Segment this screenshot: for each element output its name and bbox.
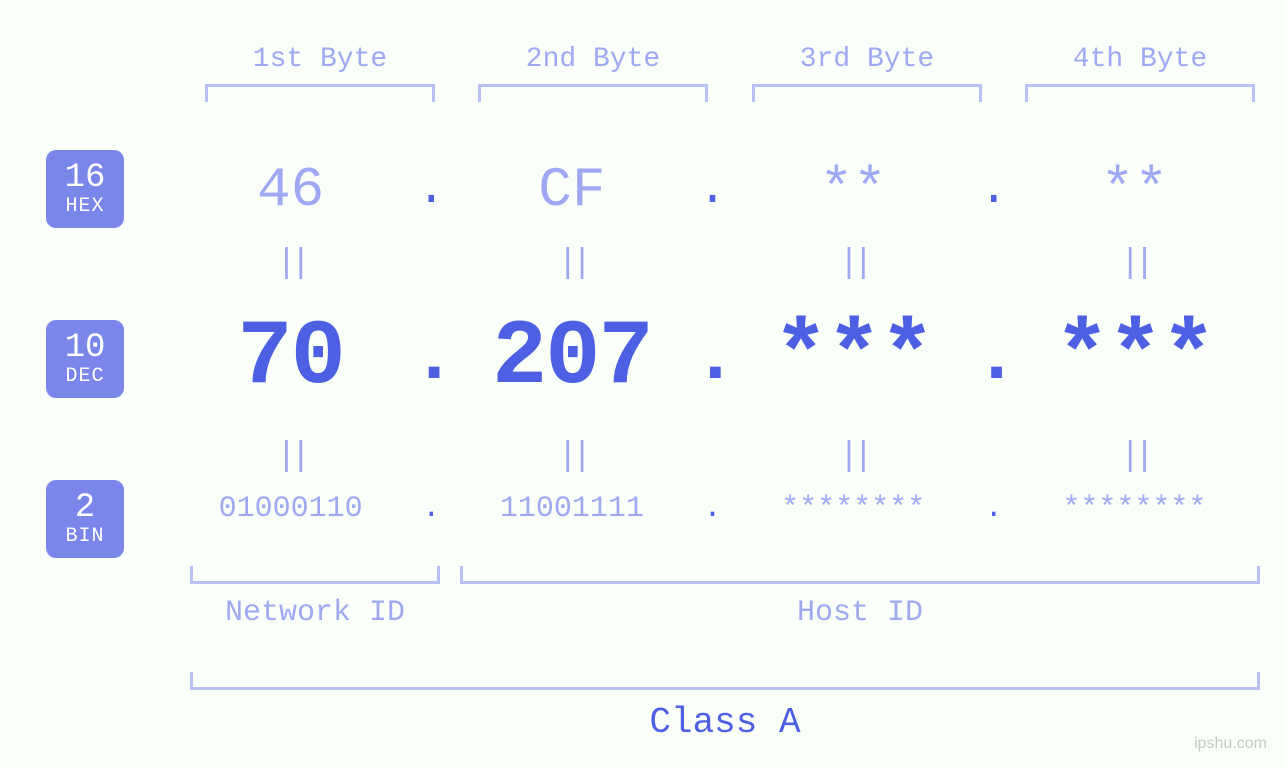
hex-dot-1: . xyxy=(411,163,451,217)
equals-icon: || xyxy=(451,245,692,283)
hex-byte-3: ** xyxy=(733,158,974,222)
bin-dot-3: . xyxy=(974,492,1014,526)
row-hex: 46 . CF . ** . ** xyxy=(170,158,1255,222)
dec-byte-3: *** xyxy=(733,305,974,410)
label-network: Network ID xyxy=(190,596,440,630)
label-class: Class A xyxy=(190,702,1260,743)
bin-byte-2: 11001111 xyxy=(451,492,692,526)
equals-row-2: || || || || xyxy=(170,438,1255,476)
badge-bin-tag: BIN xyxy=(65,526,104,547)
badge-hex-num: 16 xyxy=(65,161,106,197)
equals-icon: || xyxy=(170,438,411,476)
hex-dot-2: . xyxy=(693,163,733,217)
equals-icon: || xyxy=(1014,245,1255,283)
equals-row-1: || || || || xyxy=(170,245,1255,283)
row-bin: 01000110 . 11001111 . ******** . *******… xyxy=(170,492,1255,526)
equals-icon: || xyxy=(733,245,974,283)
hex-byte-2: CF xyxy=(451,158,692,222)
equals-icon: || xyxy=(451,438,692,476)
badge-hex: 16 HEX xyxy=(46,150,124,228)
byte-header-4: 4th Byte xyxy=(1010,44,1270,75)
bracket-class xyxy=(190,672,1260,690)
hex-dot-3: . xyxy=(974,163,1014,217)
badge-bin-num: 2 xyxy=(75,491,95,527)
badge-bin: 2 BIN xyxy=(46,480,124,558)
bin-dot-1: . xyxy=(411,492,451,526)
bracket-byte-4 xyxy=(1025,84,1255,102)
bin-byte-1: 01000110 xyxy=(170,492,411,526)
dec-byte-2: 207 xyxy=(451,305,692,410)
dec-byte-1: 70 xyxy=(170,305,411,410)
equals-icon: || xyxy=(1014,438,1255,476)
dec-byte-4: *** xyxy=(1014,305,1255,410)
dec-dot-3: . xyxy=(974,315,1014,401)
bracket-byte-2 xyxy=(478,84,708,102)
badge-hex-tag: HEX xyxy=(65,196,104,217)
equals-icon: || xyxy=(170,245,411,283)
dec-dot-2: . xyxy=(693,315,733,401)
byte-header-3: 3rd Byte xyxy=(737,44,997,75)
badge-dec: 10 DEC xyxy=(46,320,124,398)
bracket-byte-3 xyxy=(752,84,982,102)
badge-dec-num: 10 xyxy=(65,331,106,367)
byte-header-1: 1st Byte xyxy=(190,44,450,75)
byte-header-2: 2nd Byte xyxy=(463,44,723,75)
bin-dot-2: . xyxy=(693,492,733,526)
ip-diagram: 1st Byte 2nd Byte 3rd Byte 4th Byte 16 H… xyxy=(0,0,1285,767)
bin-byte-4: ******** xyxy=(1014,492,1255,526)
bracket-host xyxy=(460,566,1260,584)
equals-icon: || xyxy=(733,438,974,476)
watermark: ipshu.com xyxy=(1194,735,1267,753)
dec-dot-1: . xyxy=(411,315,451,401)
bracket-network xyxy=(190,566,440,584)
hex-byte-1: 46 xyxy=(170,158,411,222)
hex-byte-4: ** xyxy=(1014,158,1255,222)
row-dec: 70 . 207 . *** . *** xyxy=(170,305,1255,410)
bin-byte-3: ******** xyxy=(733,492,974,526)
badge-dec-tag: DEC xyxy=(65,366,104,387)
label-host: Host ID xyxy=(460,596,1260,630)
bracket-byte-1 xyxy=(205,84,435,102)
